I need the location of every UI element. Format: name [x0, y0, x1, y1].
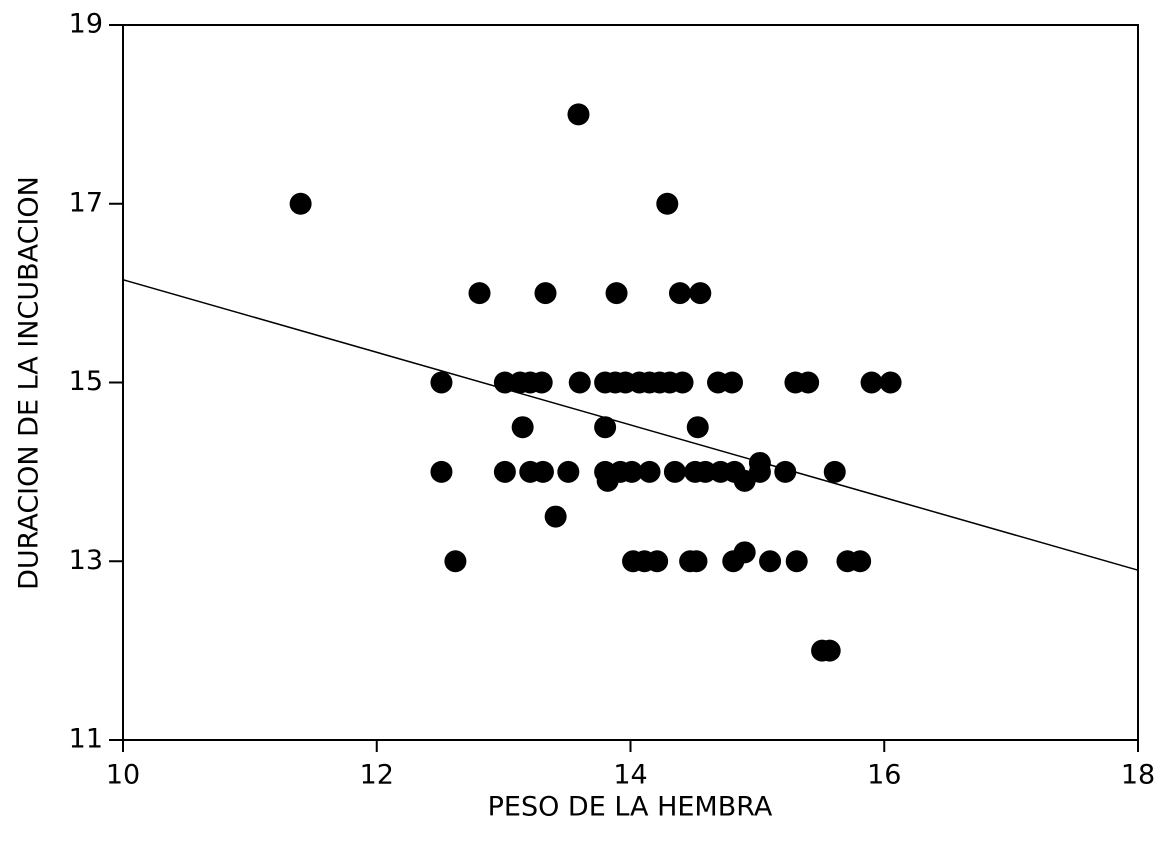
point: [511, 416, 534, 439]
point: [759, 550, 782, 573]
point: [748, 451, 771, 474]
y-tick-label: 17: [69, 187, 103, 218]
point: [694, 460, 717, 483]
x-axis-label: PESO DE LA HEMBRA: [488, 792, 773, 823]
point: [686, 416, 709, 439]
x-tick-label: 12: [360, 760, 394, 791]
point: [468, 282, 491, 305]
point: [444, 550, 467, 573]
point: [849, 550, 872, 573]
y-axis-label: DURACION DE LA INCUBACION: [14, 176, 45, 590]
point: [818, 639, 841, 662]
point: [493, 460, 516, 483]
point: [823, 460, 846, 483]
point: [493, 371, 516, 394]
point: [534, 282, 557, 305]
point: [722, 550, 745, 573]
point: [721, 371, 743, 394]
point: [733, 469, 756, 492]
point: [430, 371, 453, 394]
point: [638, 460, 661, 483]
point: [620, 460, 643, 483]
x-tick-label: 10: [106, 760, 140, 791]
point: [567, 103, 590, 126]
point: [568, 371, 591, 394]
point: [663, 460, 686, 483]
point: [797, 371, 820, 394]
point: [594, 416, 617, 439]
point: [656, 192, 679, 215]
point: [531, 460, 554, 483]
point: [685, 550, 708, 573]
x-tick-label: 14: [613, 760, 647, 791]
point: [689, 282, 712, 305]
trend-line: [122, 278, 1139, 571]
point: [774, 460, 797, 483]
point: [785, 550, 808, 573]
point: [646, 550, 669, 573]
x-tick-label: 18: [1121, 760, 1155, 791]
point: [596, 469, 619, 492]
point: [544, 505, 567, 528]
point: [289, 192, 312, 215]
point: [605, 282, 628, 305]
y-tick-label: 13: [69, 545, 103, 576]
point: [879, 371, 902, 394]
point: [557, 460, 580, 483]
y-tick-label: 11: [69, 724, 103, 755]
x-tick-label: 16: [867, 760, 901, 791]
y-tick-label: 15: [69, 366, 103, 397]
point: [671, 371, 694, 394]
point: [430, 460, 453, 483]
point: [668, 282, 691, 305]
point: [530, 371, 553, 394]
point: [860, 371, 883, 394]
y-tick-label: 19: [69, 9, 103, 40]
